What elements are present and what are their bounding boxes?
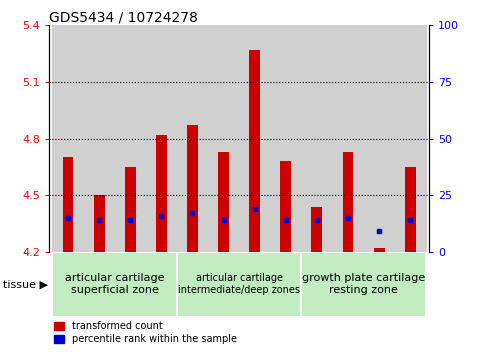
Bar	[177, 25, 208, 252]
FancyBboxPatch shape	[177, 252, 301, 317]
Bar	[63, 158, 73, 252]
Bar	[83, 25, 115, 252]
Bar	[270, 25, 301, 252]
Bar	[94, 195, 105, 252]
Text: GDS5434 / 10724278: GDS5434 / 10724278	[49, 10, 198, 24]
Bar	[281, 161, 291, 252]
Bar	[332, 25, 363, 252]
Bar	[405, 167, 416, 252]
Bar	[218, 152, 229, 252]
Bar	[156, 135, 167, 252]
Bar	[52, 25, 83, 252]
FancyBboxPatch shape	[301, 252, 426, 317]
Text: articular cartilage
intermediate/deep zones: articular cartilage intermediate/deep zo…	[178, 273, 300, 295]
FancyBboxPatch shape	[52, 252, 177, 317]
Text: growth plate cartilage
resting zone: growth plate cartilage resting zone	[302, 273, 425, 295]
Text: articular cartilage
superficial zone: articular cartilage superficial zone	[65, 273, 164, 295]
Bar	[363, 25, 395, 252]
Bar	[395, 25, 426, 252]
Bar	[249, 50, 260, 252]
Bar	[239, 25, 270, 252]
Bar	[187, 125, 198, 252]
Bar	[343, 152, 353, 252]
Bar	[312, 207, 322, 252]
Bar	[115, 25, 146, 252]
Bar	[125, 167, 136, 252]
Bar	[146, 25, 177, 252]
Bar	[208, 25, 239, 252]
Text: tissue ▶: tissue ▶	[3, 279, 48, 289]
Legend: transformed count, percentile rank within the sample: transformed count, percentile rank withi…	[54, 321, 237, 344]
Bar	[301, 25, 332, 252]
Bar	[374, 248, 385, 252]
